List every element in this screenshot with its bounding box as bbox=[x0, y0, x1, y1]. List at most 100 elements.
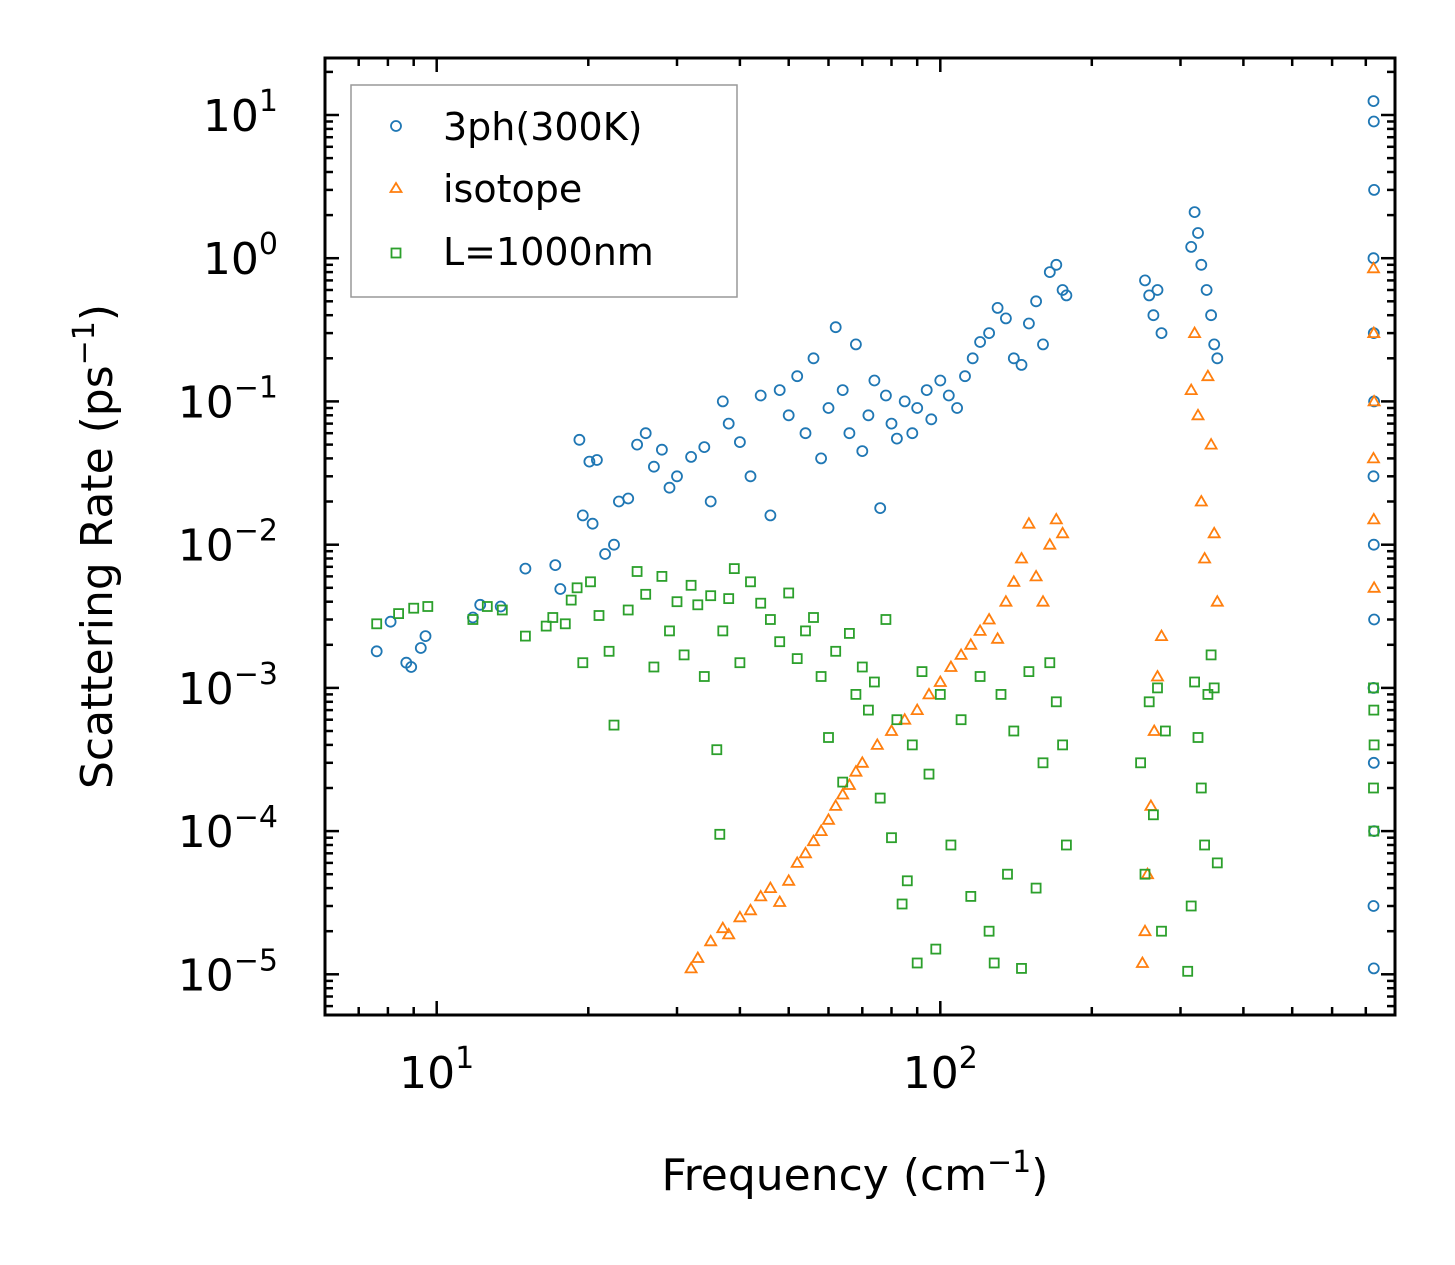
data-point bbox=[1151, 284, 1164, 296]
data-point bbox=[422, 601, 434, 612]
data-point bbox=[586, 517, 599, 530]
y-tick-label: 101 bbox=[203, 84, 278, 142]
data-point bbox=[745, 576, 756, 588]
data-point bbox=[1143, 289, 1156, 302]
data-point bbox=[942, 389, 955, 402]
x-tick-exponent: 1 bbox=[455, 1041, 474, 1076]
data-point bbox=[1192, 732, 1204, 743]
data-point bbox=[829, 321, 842, 334]
data-point bbox=[886, 832, 897, 844]
data-point bbox=[1006, 574, 1021, 587]
data-point bbox=[1195, 258, 1208, 271]
data-point bbox=[925, 413, 938, 426]
x-tick-label: 102 bbox=[903, 1041, 978, 1099]
data-point bbox=[1043, 266, 1056, 279]
data-point bbox=[870, 737, 885, 750]
data-point bbox=[1014, 551, 1029, 564]
x-axis-title-sup: −1 bbox=[987, 1145, 1031, 1180]
data-point bbox=[576, 509, 589, 522]
data-point bbox=[1368, 739, 1380, 751]
data-point bbox=[874, 792, 886, 804]
data-point bbox=[850, 338, 862, 351]
data-point bbox=[1050, 696, 1062, 708]
data-point bbox=[1208, 682, 1220, 694]
y-tick-exponent: 0 bbox=[259, 227, 278, 262]
data-point bbox=[823, 732, 834, 743]
data-point bbox=[1155, 327, 1168, 340]
data-point bbox=[474, 598, 487, 611]
data-point bbox=[1143, 696, 1155, 708]
data-point bbox=[1060, 289, 1073, 302]
data-point bbox=[815, 671, 827, 682]
y-tick-exponent: 1 bbox=[259, 84, 278, 119]
data-point bbox=[1057, 739, 1068, 751]
y-tick-base: 10 bbox=[178, 807, 234, 858]
data-point bbox=[1049, 512, 1064, 525]
data-point bbox=[1367, 756, 1380, 769]
legend-box bbox=[350, 84, 738, 298]
data-point bbox=[1368, 782, 1379, 794]
data-point bbox=[1008, 725, 1020, 737]
data-point bbox=[496, 604, 508, 616]
y-tick-label: 10−3 bbox=[178, 657, 278, 715]
data-point bbox=[1185, 900, 1197, 912]
legend-marker-isotope bbox=[388, 181, 404, 193]
data-point bbox=[371, 618, 383, 630]
data-point bbox=[622, 492, 635, 505]
data-point bbox=[577, 657, 589, 669]
data-point bbox=[910, 702, 925, 715]
data-point bbox=[800, 625, 811, 637]
data-point bbox=[723, 593, 735, 604]
data-point bbox=[973, 623, 988, 636]
data-point bbox=[690, 950, 705, 963]
data-point bbox=[678, 649, 690, 661]
plot-frame bbox=[323, 56, 1397, 1017]
data-point bbox=[995, 689, 1007, 700]
data-point bbox=[663, 481, 676, 494]
y-tick-label: 10−1 bbox=[178, 370, 278, 428]
data-point bbox=[808, 612, 819, 623]
y-tick-base: 10 bbox=[203, 91, 259, 142]
data-point bbox=[1367, 394, 1382, 407]
x-tick-labels: 101 102 bbox=[399, 1041, 978, 1099]
data-point bbox=[1182, 965, 1194, 977]
y-tick-base: 10 bbox=[203, 234, 259, 285]
data-point bbox=[685, 579, 697, 591]
data-point bbox=[1156, 925, 1167, 937]
y-tick-base: 10 bbox=[178, 377, 234, 428]
data-point bbox=[855, 755, 870, 768]
data-point bbox=[1037, 757, 1049, 769]
data-point bbox=[934, 689, 946, 700]
data-point bbox=[863, 704, 874, 716]
y-tick-base: 10 bbox=[178, 950, 234, 1001]
data-point bbox=[1367, 962, 1380, 975]
data-point bbox=[991, 301, 1004, 314]
data-point bbox=[974, 336, 986, 348]
x-tick-label: 101 bbox=[399, 1041, 474, 1099]
legend-label-isotope: isotope bbox=[443, 167, 582, 211]
data-point bbox=[773, 384, 786, 397]
data-point bbox=[1204, 437, 1219, 450]
data-point bbox=[1197, 551, 1212, 564]
data-point bbox=[1202, 689, 1214, 700]
data-point bbox=[1152, 682, 1163, 694]
data-point bbox=[1368, 704, 1380, 716]
data-point bbox=[1016, 963, 1027, 974]
data-point bbox=[874, 502, 887, 515]
data-point bbox=[494, 600, 507, 613]
data-point bbox=[520, 630, 531, 642]
data-point bbox=[599, 548, 611, 560]
data-point bbox=[631, 566, 643, 577]
y-tick-exponent: −5 bbox=[234, 943, 278, 978]
data-point bbox=[790, 855, 805, 868]
data-point bbox=[869, 676, 880, 688]
data-point bbox=[990, 631, 1005, 644]
data-point bbox=[1055, 526, 1070, 539]
data-point bbox=[711, 744, 723, 756]
data-point bbox=[1139, 274, 1151, 287]
data-point bbox=[965, 891, 977, 902]
data-point bbox=[916, 666, 928, 677]
data-point bbox=[963, 637, 978, 650]
data-point bbox=[1030, 295, 1042, 308]
